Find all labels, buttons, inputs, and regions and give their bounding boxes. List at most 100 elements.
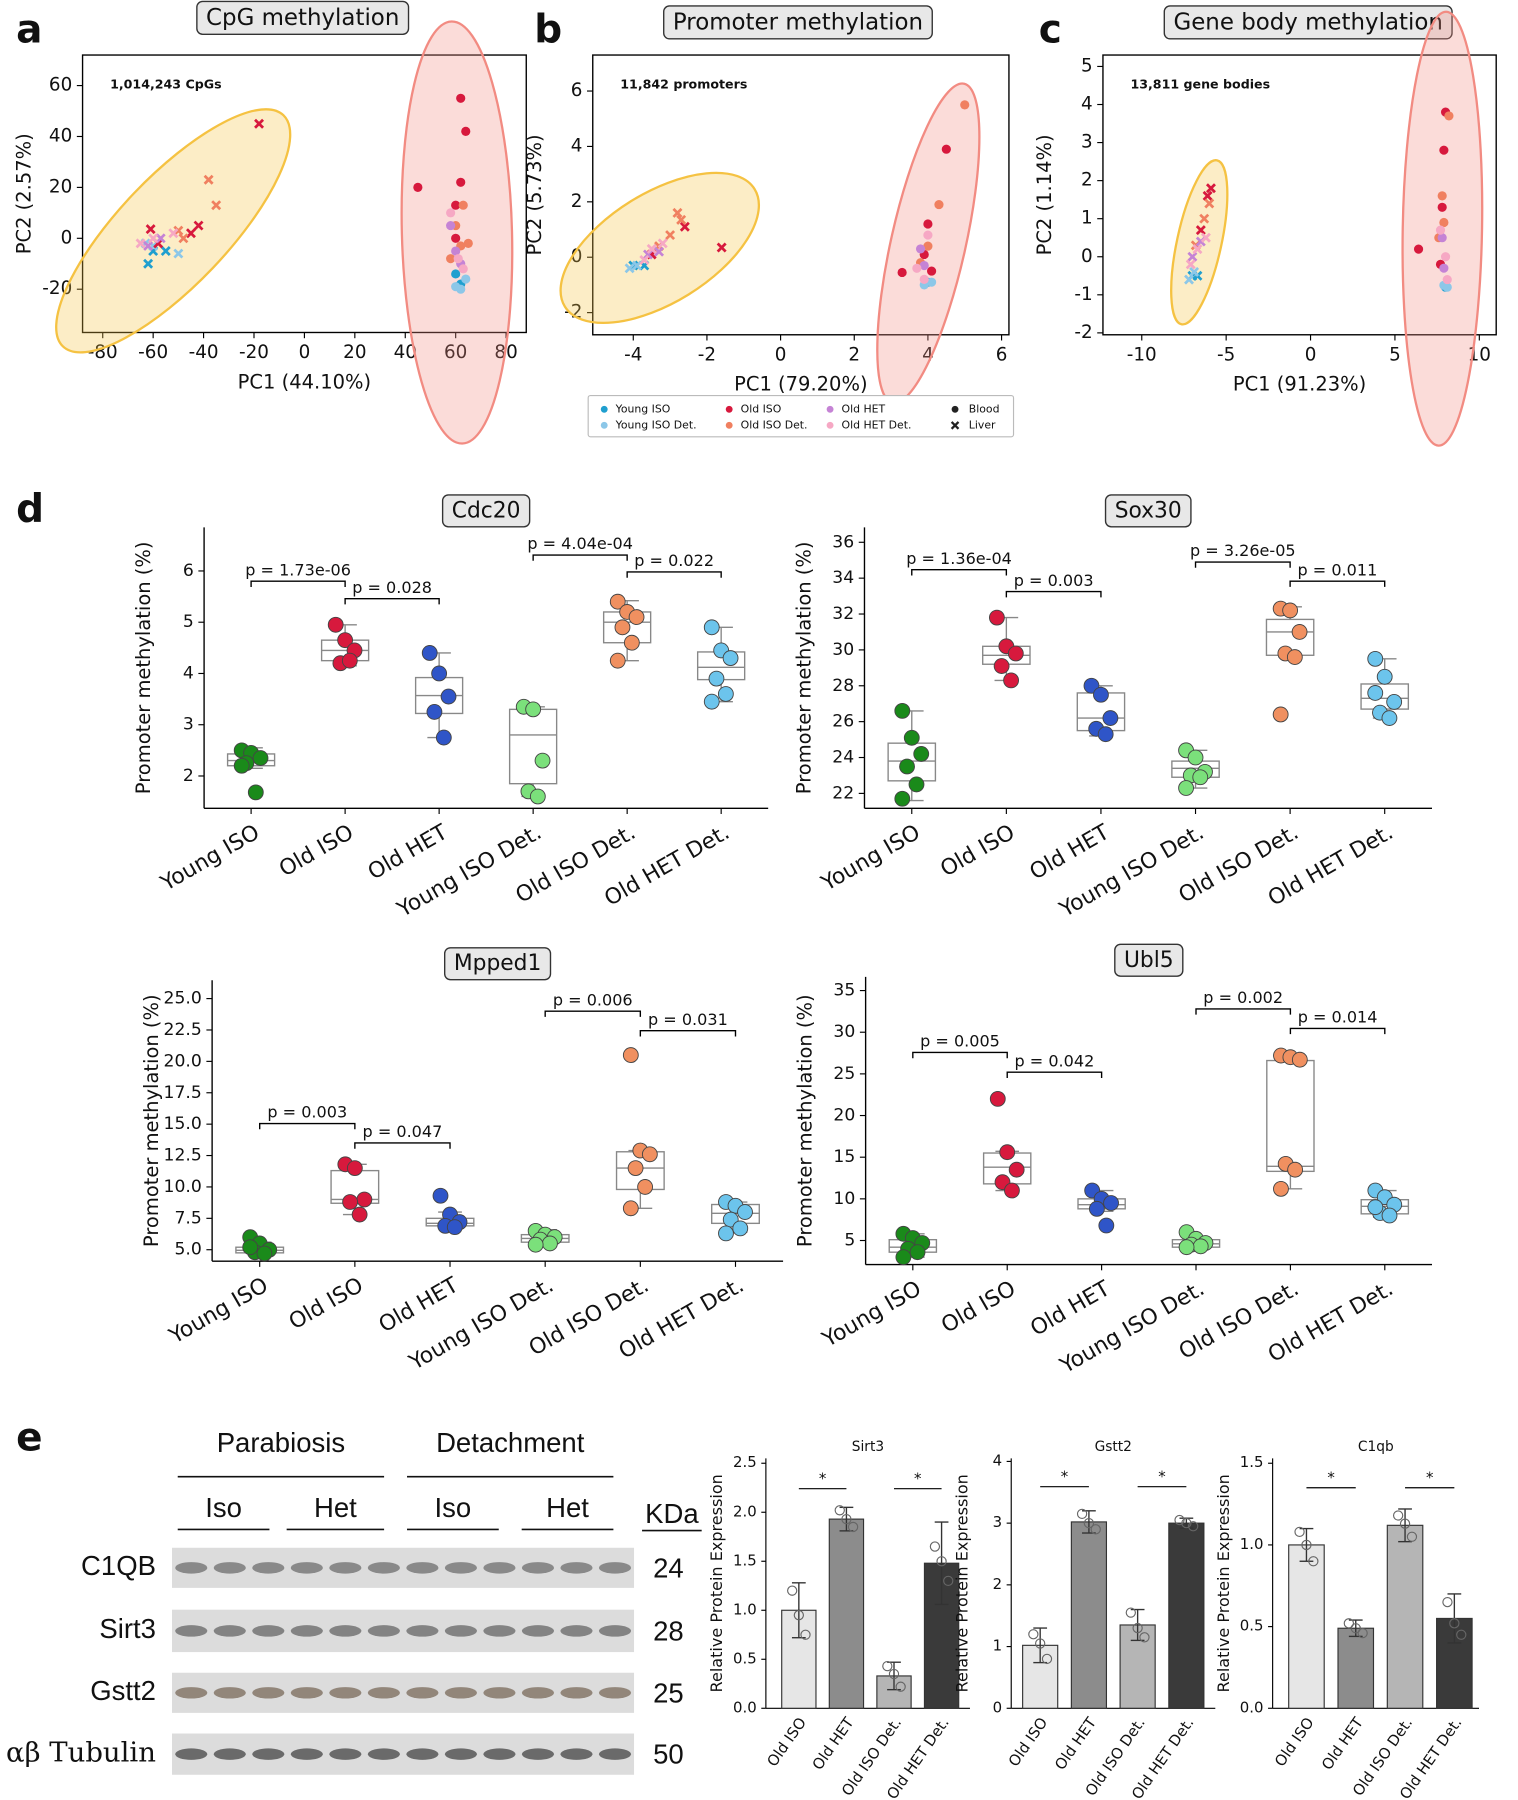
data-point [542, 1235, 558, 1252]
data-point [841, 1513, 852, 1525]
panel-title: Mpped1 [454, 951, 541, 976]
panel-title: CpG methylation [206, 5, 399, 31]
data-point [672, 207, 683, 218]
data-point [1093, 686, 1109, 703]
blot-band [560, 1562, 593, 1574]
y-tick-label: 5 [183, 612, 194, 632]
significance-star: * [819, 1470, 826, 1488]
data-point [426, 704, 443, 720]
blot-band [175, 1687, 208, 1699]
box [508, 708, 558, 785]
data-point [145, 224, 156, 235]
y-tick-label: 25.0 [164, 989, 202, 1009]
p-value: p = 0.006 [553, 990, 633, 1009]
y-tick-label: 1.5 [1240, 1453, 1264, 1471]
blot-band [252, 1748, 285, 1760]
data-point [1381, 710, 1398, 726]
data-point [657, 238, 668, 249]
data-point [1413, 244, 1424, 254]
data-point [525, 701, 542, 718]
title-box [1104, 494, 1192, 528]
x-axis-label: PC1 (44.10%) [238, 370, 371, 393]
data-point [919, 260, 929, 271]
y-tick-label: 25 [833, 1064, 855, 1084]
x-tick-label: -80 [88, 342, 118, 363]
data-point [178, 233, 189, 244]
legend-marker [600, 405, 608, 413]
bar [1022, 1644, 1059, 1709]
data-point [451, 269, 461, 279]
data-point [919, 274, 929, 284]
data-point [1195, 225, 1206, 236]
data-point [717, 686, 734, 702]
data-point [960, 100, 970, 110]
blot-band [560, 1748, 593, 1760]
data-point [1003, 672, 1019, 689]
data-point [627, 1160, 644, 1177]
data-point [609, 593, 626, 610]
data-point [160, 246, 171, 257]
data-point [923, 241, 933, 251]
x-tick-label: 5 [1389, 344, 1401, 365]
y-tick-label: 2 [993, 1575, 1002, 1593]
y-tick-label: 24 [832, 748, 854, 768]
legend-label: Blood [969, 402, 1000, 415]
data-point [1272, 706, 1289, 723]
data-point [936, 1556, 947, 1567]
y-tick-label: 5 [1081, 55, 1093, 76]
y-tick-label: 3 [183, 715, 194, 735]
blot-strip [171, 1733, 635, 1775]
data-point [233, 757, 250, 774]
legend-label: Young ISO [615, 402, 671, 415]
significance-bracket [1006, 1071, 1103, 1078]
significance-star: * [1426, 1469, 1433, 1487]
data-point [1181, 1517, 1192, 1529]
group-label: Parabiosis [217, 1427, 345, 1458]
legend-marker [600, 421, 608, 429]
panel-letter: e [16, 1416, 42, 1461]
title-box [441, 494, 531, 528]
data-point [203, 174, 214, 185]
bar [1070, 1521, 1108, 1709]
western-blot: Parabiosis Detachment Iso Het Iso Het KDa C1QB 2… [6, 1427, 702, 1775]
blot-band [252, 1562, 285, 1574]
data-point [421, 645, 438, 661]
data-point [1202, 190, 1213, 201]
data-point [888, 1668, 900, 1680]
y-tick-label: 3 [993, 1513, 1002, 1531]
data-point [614, 619, 631, 636]
data-point [1007, 645, 1024, 662]
data-point [1367, 650, 1384, 667]
blot-band [329, 1562, 362, 1574]
bar [1386, 1524, 1424, 1709]
data-point [451, 233, 461, 243]
data-point [1294, 1526, 1305, 1538]
y-tick-label: 1 [1081, 208, 1093, 229]
x-tick-label: 0 [299, 342, 311, 363]
data-point [1343, 1618, 1355, 1629]
p-value: p = 0.011 [1298, 560, 1378, 579]
y-tick-label: 6 [571, 80, 583, 101]
panel-title: Cdc20 [452, 498, 521, 523]
data-point [1205, 183, 1216, 194]
data-point [654, 246, 665, 257]
data-point [943, 1575, 954, 1587]
data-point [1442, 275, 1452, 285]
data-point [923, 219, 933, 229]
legend-label: Young ISO Det. [615, 418, 697, 431]
p-value: p = 0.014 [1298, 1008, 1378, 1027]
y-tick-label: 60 [49, 75, 72, 96]
y-tick-label: 40 [49, 125, 72, 146]
blot-band [367, 1625, 400, 1637]
data-point [1282, 602, 1299, 619]
y-tick-label: 20 [49, 176, 72, 197]
y-tick-label: 1.0 [733, 1600, 757, 1618]
data-point [1437, 202, 1447, 212]
data-point [155, 233, 166, 244]
y-tick-label: 2 [1081, 170, 1093, 191]
data-point [1392, 1510, 1404, 1521]
data-point [356, 1191, 373, 1208]
data-point [1189, 266, 1200, 277]
y-tick-label: 0 [61, 227, 73, 248]
